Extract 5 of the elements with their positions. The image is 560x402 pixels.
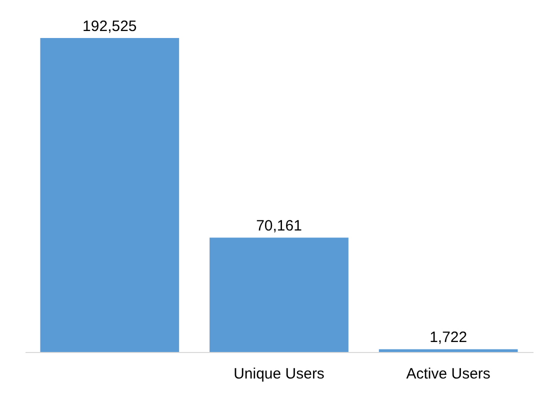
x-tick-label: Unique Users [234,366,324,382]
data-label: 192,525 [82,18,137,35]
data-label: 70,161 [256,218,302,235]
x-tick-label: Active Users [406,366,490,382]
data-label: 1,722 [430,329,468,346]
